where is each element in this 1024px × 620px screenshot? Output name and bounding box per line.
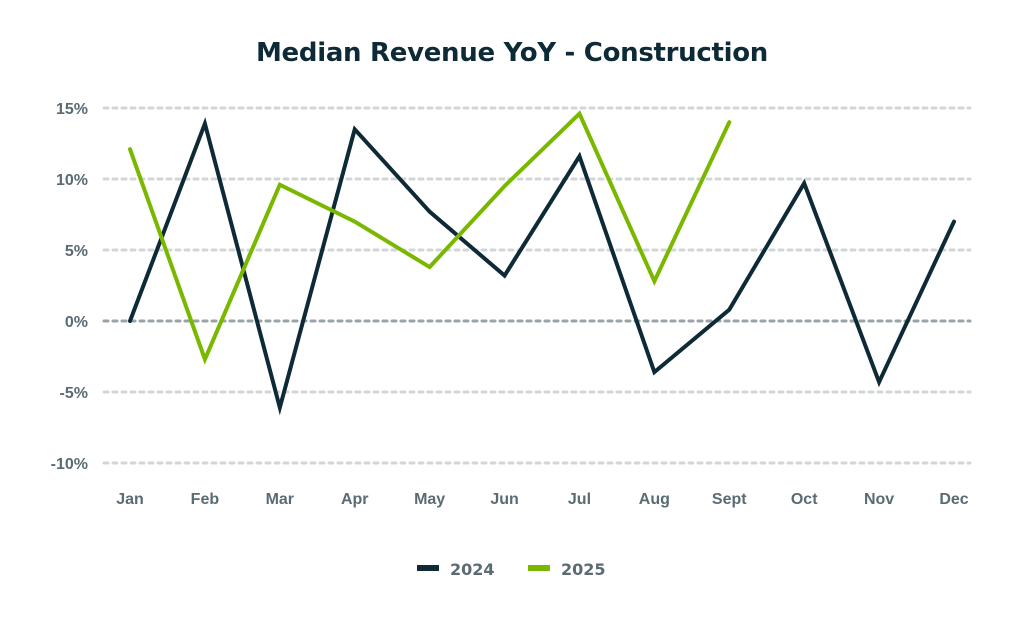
x-tick-label: Jul — [568, 491, 591, 508]
gridlines — [102, 106, 972, 465]
legend-label-2025: 2025 — [561, 560, 606, 579]
x-tick-label: May — [414, 491, 445, 508]
x-tick-label: Dec — [939, 491, 968, 508]
x-tick-label: Sept — [712, 491, 747, 508]
series-line-2025 — [128, 110, 732, 365]
x-tick-label: Jan — [116, 491, 144, 508]
x-axis: Jan Feb Mar Apr May Jun Jul Aug Sept Oct Nov Dec — [116, 491, 969, 508]
legend-swatch-2024 — [417, 565, 439, 571]
x-tick-label: Apr — [341, 491, 369, 508]
series-lines — [128, 110, 956, 416]
legend: 2024 2025 — [417, 560, 606, 579]
y-tick-label: 15% — [56, 101, 88, 118]
y-tick-label: -5% — [60, 385, 88, 402]
y-tick-label: 10% — [56, 172, 88, 189]
x-tick-label: Nov — [864, 491, 894, 508]
y-tick-label: -10% — [51, 456, 88, 473]
x-tick-label: Aug — [639, 491, 670, 508]
x-tick-label: Oct — [791, 491, 818, 508]
series-line-2024 — [128, 117, 956, 416]
x-tick-label: Feb — [191, 491, 220, 508]
y-tick-label: 0% — [65, 314, 88, 331]
x-tick-label: Jun — [490, 491, 518, 508]
chart-title: Median Revenue YoY - Construction — [255, 38, 769, 68]
legend-label-2024: 2024 — [450, 560, 495, 579]
x-tick-label: Mar — [266, 491, 294, 508]
legend-swatch-2025 — [528, 565, 550, 571]
y-tick-label: 5% — [65, 243, 88, 260]
y-axis: 15% 10% 5% 0% -5% -10% — [51, 101, 88, 473]
